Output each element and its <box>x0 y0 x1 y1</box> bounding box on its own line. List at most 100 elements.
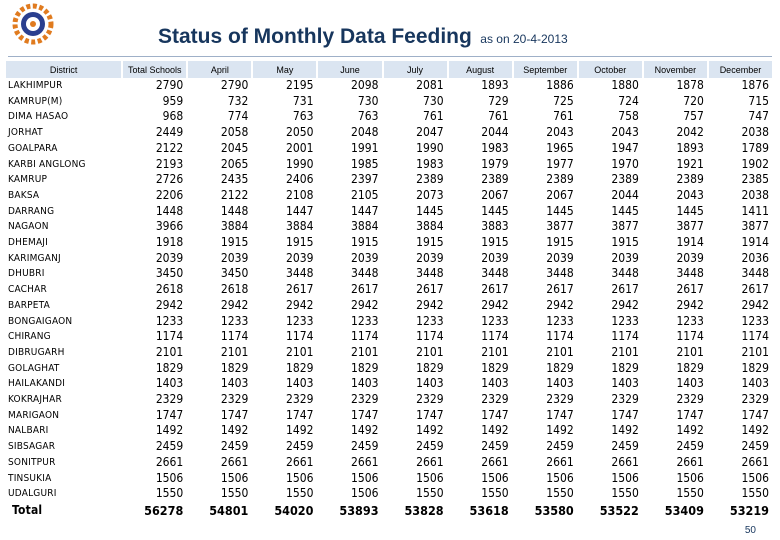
table-cell: 1829 <box>155 360 184 375</box>
table-cell: 2329 <box>676 392 704 407</box>
table-cell: 1829 <box>351 360 379 375</box>
table-cell: 2389 <box>546 172 574 187</box>
table-cell: 1506 <box>351 470 379 485</box>
table-cell: 1403 <box>481 376 509 391</box>
table-cell: 1506 <box>611 470 639 485</box>
table-cell: 1915 <box>481 235 509 250</box>
table-cell: 1233 <box>155 313 184 328</box>
table-cell: 1492 <box>611 423 639 438</box>
table-cell: 1789 <box>741 140 769 155</box>
table-cell: 2435 <box>220 172 249 187</box>
table-cell: 1174 <box>741 329 769 344</box>
table-cell: 1965 <box>546 140 574 155</box>
table-cell: 2195 <box>285 78 314 92</box>
table-cell: 1893 <box>676 140 704 155</box>
table-row: DHEMAJI 1918 1915 1915 1915 1915 1915 1915 1915 1… <box>6 235 773 251</box>
table-cell: 2101 <box>611 344 639 359</box>
table-row: KAMRUP(M) 959 732 731 730 730 729 725 724 720 715 <box>6 94 773 110</box>
table-cell: 1233 <box>285 313 314 328</box>
table-cell: 2459 <box>481 439 509 454</box>
table-cell: 774 <box>227 109 249 124</box>
table-cell: 2942 <box>611 297 639 312</box>
page-number: 50 <box>744 525 756 536</box>
table-cell: 1411 <box>741 203 769 218</box>
table-cell: 1174 <box>676 329 704 344</box>
table-cell: 763 <box>292 109 314 124</box>
table-cell: 2617 <box>741 282 769 297</box>
table-cell: 2101 <box>285 344 314 359</box>
table-cell: 1233 <box>546 313 574 328</box>
table-cell: 2617 <box>351 282 379 297</box>
table-cell: 1979 <box>481 156 509 171</box>
district-name: KARBI ANGLONG <box>8 158 86 170</box>
table-cell: 1445 <box>676 203 704 218</box>
table-cell: 2661 <box>741 454 769 469</box>
table-cell: 2039 <box>481 250 509 265</box>
table-body: LAKHIMPUR 2790 2790 2195 2098 2081 1893 1886 188… <box>6 78 773 519</box>
table-row: NAGAON 3966 3884 3884 3884 3884 3883 3877 3877 38… <box>6 219 773 235</box>
table-cell: 2206 <box>155 187 184 202</box>
table-cell: 1174 <box>546 329 574 344</box>
table-cell: 3450 <box>220 266 249 281</box>
table-cell: 1747 <box>285 407 314 422</box>
table-cell: 2459 <box>220 439 249 454</box>
table-cell: 2459 <box>676 439 704 454</box>
table-cell: 2047 <box>416 125 444 140</box>
table-cell: 3448 <box>546 266 574 281</box>
table-cell: 1747 <box>676 407 704 422</box>
district-name: DHEMAJI <box>8 237 48 249</box>
district-name: BARPETA <box>8 299 50 311</box>
table-cell: 1492 <box>285 423 314 438</box>
table-cell: 1492 <box>351 423 379 438</box>
table-cell: 1970 <box>611 156 639 171</box>
table-cell: 2459 <box>546 439 574 454</box>
table-cell: 3884 <box>220 219 249 234</box>
table-cell: 1902 <box>741 156 769 171</box>
table-cell: 2043 <box>676 187 704 202</box>
table-cell: 1550 <box>741 486 769 501</box>
table-cell: 2067 <box>546 187 574 202</box>
table-row: KARBI ANGLONG 2193 2065 1990 1985 1983 1979 197… <box>6 157 773 173</box>
table-cell: 3448 <box>481 266 509 281</box>
district-name: BAKSA <box>8 189 40 201</box>
total-cell: 53618 <box>469 502 509 518</box>
table-cell: 1915 <box>220 235 249 250</box>
table-cell: 2050 <box>285 125 314 140</box>
table-cell: 1550 <box>481 486 509 501</box>
table-cell: 1915 <box>546 235 574 250</box>
table-cell: 2329 <box>611 392 639 407</box>
table-row: KAMRUP 2726 2435 2406 2397 2389 2389 2389 2389 23… <box>6 172 773 188</box>
table-cell: 959 <box>162 93 184 108</box>
table-row: DIBRUGARH 2101 2101 2101 2101 2101 2101 2101 210… <box>6 345 773 361</box>
data-feeding-table: District Total Schools April May June July Aug… <box>6 61 775 519</box>
header-row: District Total Schools April May June July Aug… <box>6 61 775 78</box>
table-cell: 1878 <box>676 78 704 92</box>
table-cell: 2101 <box>481 344 509 359</box>
table-row: CACHAR 2618 2618 2617 2617 2617 2617 2617 2617 26… <box>6 282 773 298</box>
district-name: NAGAON <box>8 221 49 233</box>
table-cell: 3448 <box>285 266 314 281</box>
table-row: NALBARI 1492 1492 1492 1492 1492 1492 1492 1492 1… <box>6 423 773 439</box>
table-cell: 2101 <box>416 344 444 359</box>
district-name: GOLAGHAT <box>8 362 60 374</box>
table-cell: 1914 <box>741 235 769 250</box>
table-cell: 1403 <box>546 376 574 391</box>
table-cell: 1174 <box>285 329 314 344</box>
table-cell: 1174 <box>155 329 184 344</box>
table-row: CHIRANG 1174 1174 1174 1174 1174 1174 1174 1174 1… <box>6 329 773 345</box>
table-cell: 2329 <box>285 392 314 407</box>
table-cell: 2038 <box>741 187 769 202</box>
table-row: UDALGURI 1550 1550 1550 1506 1550 1550 1550 1550… <box>6 486 773 502</box>
table-cell: 1403 <box>220 376 249 391</box>
table-cell: 1445 <box>546 203 574 218</box>
column-header: September <box>512 61 579 78</box>
table-cell: 1990 <box>285 156 314 171</box>
table-cell: 2459 <box>155 439 184 454</box>
district-name: LAKHIMPUR <box>8 80 63 91</box>
table-cell: 2193 <box>155 156 184 171</box>
page-title: Status of Monthly Data Feeding <box>158 25 472 48</box>
table-cell: 2661 <box>611 454 639 469</box>
table-cell: 1550 <box>155 486 184 501</box>
table-cell: 2661 <box>676 454 704 469</box>
table-cell: 2617 <box>676 282 704 297</box>
